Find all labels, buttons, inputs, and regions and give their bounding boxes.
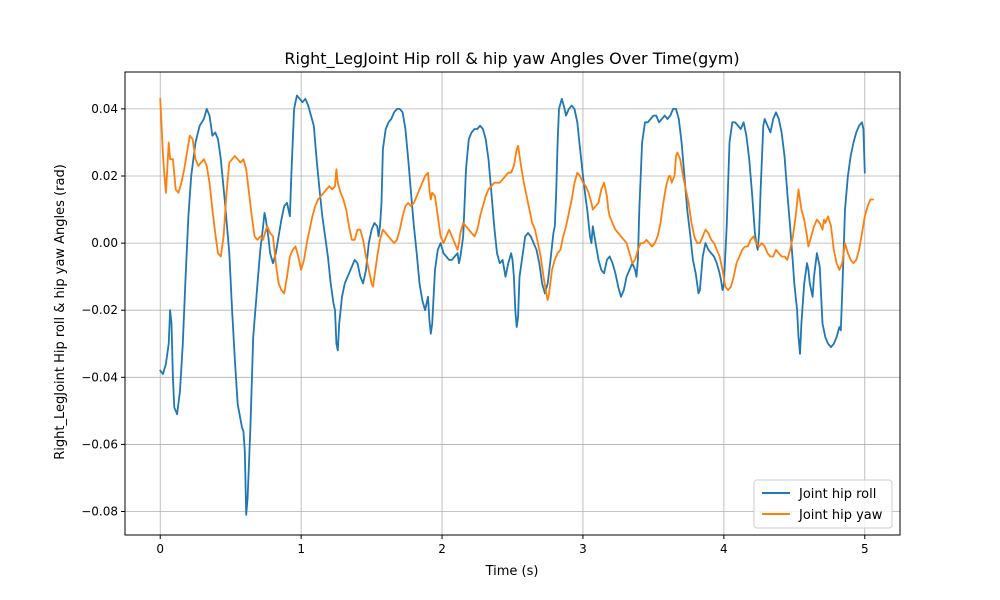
y-tick-label: −0.04 <box>81 370 118 384</box>
axis-ticks: 0 1 2 3 4 5 −0.08 −0.06 −0.04 −0.02 0.00 0.02 0.04 <box>81 102 868 556</box>
legend-label-hip-roll: Joint hip roll <box>798 487 876 502</box>
y-tick-label: 0.02 <box>91 169 118 183</box>
chart-title: Right_LegJoint Hip roll & hip yaw Angles… <box>284 49 739 69</box>
y-tick-label: −0.02 <box>81 303 118 317</box>
plot-frame <box>124 71 901 536</box>
legend: Joint hip roll Joint hip yaw <box>753 479 893 529</box>
y-tick-label: 0.04 <box>91 102 118 116</box>
legend-label-hip-yaw: Joint hip yaw <box>798 508 883 523</box>
series-line-hip-yaw <box>159 97 875 302</box>
x-tick-label: 4 <box>720 542 728 556</box>
series-layer <box>159 94 875 516</box>
y-tick-label: −0.08 <box>81 505 118 519</box>
x-tick-label: 0 <box>156 542 164 556</box>
series-line-hip-roll <box>159 94 866 516</box>
x-tick-label: 1 <box>297 542 305 556</box>
y-tick-label: 0.00 <box>91 236 118 250</box>
x-axis-title: Time (s) <box>485 564 539 579</box>
y-tick-label: −0.06 <box>81 437 118 451</box>
x-tick-label: 3 <box>579 542 587 556</box>
x-tick-label: 2 <box>438 542 446 556</box>
x-tick-label: 5 <box>861 542 869 556</box>
y-axis-title: Right_LegJoint Hip roll & hip yaw Angles… <box>53 164 68 460</box>
